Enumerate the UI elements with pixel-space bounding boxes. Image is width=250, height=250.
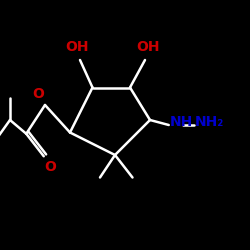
Text: O: O — [44, 160, 56, 174]
Text: O: O — [32, 87, 44, 101]
Text: NH₂: NH₂ — [195, 116, 224, 130]
Text: NH: NH — [170, 116, 193, 130]
Text: OH: OH — [66, 40, 89, 54]
Text: OH: OH — [136, 40, 159, 54]
